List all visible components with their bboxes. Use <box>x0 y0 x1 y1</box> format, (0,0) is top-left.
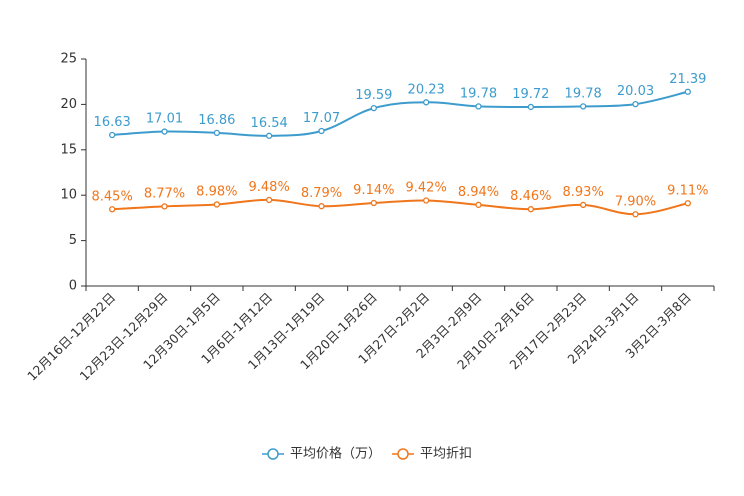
legend-marker-1[interactable] <box>267 448 279 460</box>
data-label: 19.72 <box>512 87 549 102</box>
data-point[interactable] <box>318 127 325 135</box>
data-label: 17.07 <box>303 111 340 126</box>
x-tick-label: 12月23日-12月29日 <box>76 290 170 384</box>
legend-label-2[interactable]: 平均折扣 <box>420 447 472 462</box>
data-point[interactable] <box>213 129 220 137</box>
data-label: 7.90% <box>615 194 656 209</box>
data-label: 19.59 <box>355 88 392 103</box>
data-point[interactable] <box>370 199 377 207</box>
data-label: 19.78 <box>565 86 602 101</box>
data-point[interactable] <box>684 200 691 207</box>
data-point[interactable] <box>527 103 534 111</box>
data-point[interactable] <box>266 196 273 204</box>
legend-label-1[interactable]: 平均价格（万） <box>290 446 381 462</box>
data-label: 16.63 <box>94 115 131 130</box>
data-point[interactable] <box>266 132 273 139</box>
data-label: 20.03 <box>617 84 654 99</box>
data-label: 9.14% <box>353 183 394 198</box>
data-label: 16.54 <box>251 116 288 131</box>
data-point[interactable] <box>580 103 587 110</box>
data-label: 8.94% <box>458 185 499 200</box>
data-point[interactable] <box>423 99 430 106</box>
data-label: 9.42% <box>406 180 447 195</box>
data-point[interactable] <box>161 203 168 210</box>
x-tick-label: 12月16日-12月22日 <box>24 290 118 384</box>
y-tick-label: 15 <box>60 142 77 157</box>
data-point[interactable] <box>632 211 639 218</box>
y-tick-label: 0 <box>69 279 77 294</box>
data-point[interactable] <box>161 128 168 135</box>
data-point[interactable] <box>684 88 691 95</box>
data-point[interactable] <box>475 103 482 110</box>
data-point[interactable] <box>109 131 116 139</box>
data-point[interactable] <box>370 104 377 112</box>
data-label: 9.48% <box>249 180 290 195</box>
data-label: 8.93% <box>563 185 604 200</box>
data-label: 8.79% <box>301 186 342 201</box>
data-label: 8.77% <box>144 186 185 201</box>
legend-marker-2[interactable] <box>397 448 409 460</box>
data-label: 9.11% <box>667 183 708 198</box>
y-tick-label: 5 <box>69 233 77 248</box>
data-point[interactable] <box>318 203 325 210</box>
series-line-1 <box>112 90 689 137</box>
data-label: 20.23 <box>408 82 445 97</box>
data-point[interactable] <box>527 206 534 213</box>
data-label: 8.98% <box>196 184 237 199</box>
data-label: 8.45% <box>92 189 133 204</box>
data-point[interactable] <box>632 100 639 108</box>
y-tick-label: 20 <box>60 97 77 112</box>
data-point[interactable] <box>213 201 220 208</box>
data-point[interactable] <box>580 201 587 209</box>
data-label: 16.86 <box>198 113 235 128</box>
y-tick-label: 25 <box>60 52 77 67</box>
data-point[interactable] <box>109 206 116 213</box>
data-label: 21.39 <box>669 72 706 87</box>
data-label: 19.78 <box>460 86 497 101</box>
data-point[interactable] <box>423 197 430 204</box>
y-tick-label: 10 <box>60 188 77 203</box>
data-label: 8.46% <box>510 189 551 204</box>
series-line-2 <box>112 198 689 216</box>
data-label: 17.01 <box>146 112 183 127</box>
data-point[interactable] <box>475 201 482 208</box>
